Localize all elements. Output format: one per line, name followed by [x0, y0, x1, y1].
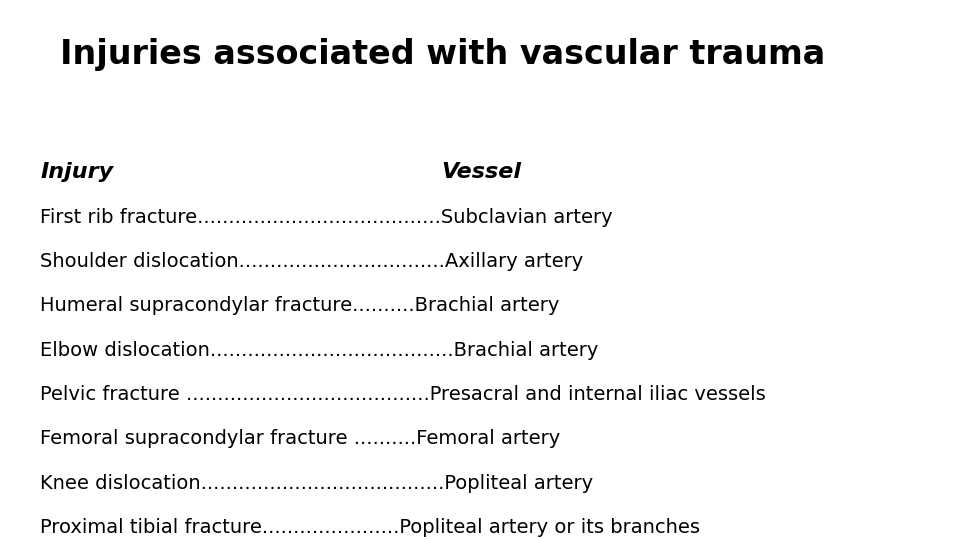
Text: Pelvic fracture .......................................Presacral and internal il: Pelvic fracture ........................…: [40, 385, 766, 404]
Text: Injuries associated with vascular trauma: Injuries associated with vascular trauma: [60, 38, 826, 71]
Text: First rib fracture.......................................Subclavian artery: First rib fracture......................…: [40, 208, 612, 227]
Text: Elbow dislocation.......................................Brachial artery: Elbow dislocation.......................…: [40, 341, 599, 360]
Text: Knee dislocation.......................................Popliteal artery: Knee dislocation........................…: [40, 474, 593, 492]
Text: Humeral supracondylar fracture..........Brachial artery: Humeral supracondylar fracture..........…: [40, 296, 560, 315]
Text: Injury: Injury: [40, 162, 113, 182]
Text: Proximal tibial fracture......................Popliteal artery or its branches: Proximal tibial fracture................…: [40, 518, 701, 537]
Text: Vessel: Vessel: [442, 162, 521, 182]
Text: Femoral supracondylar fracture ..........Femoral artery: Femoral supracondylar fracture .........…: [40, 429, 561, 448]
Text: Shoulder dislocation.................................Axillary artery: Shoulder dislocation....................…: [40, 252, 584, 271]
